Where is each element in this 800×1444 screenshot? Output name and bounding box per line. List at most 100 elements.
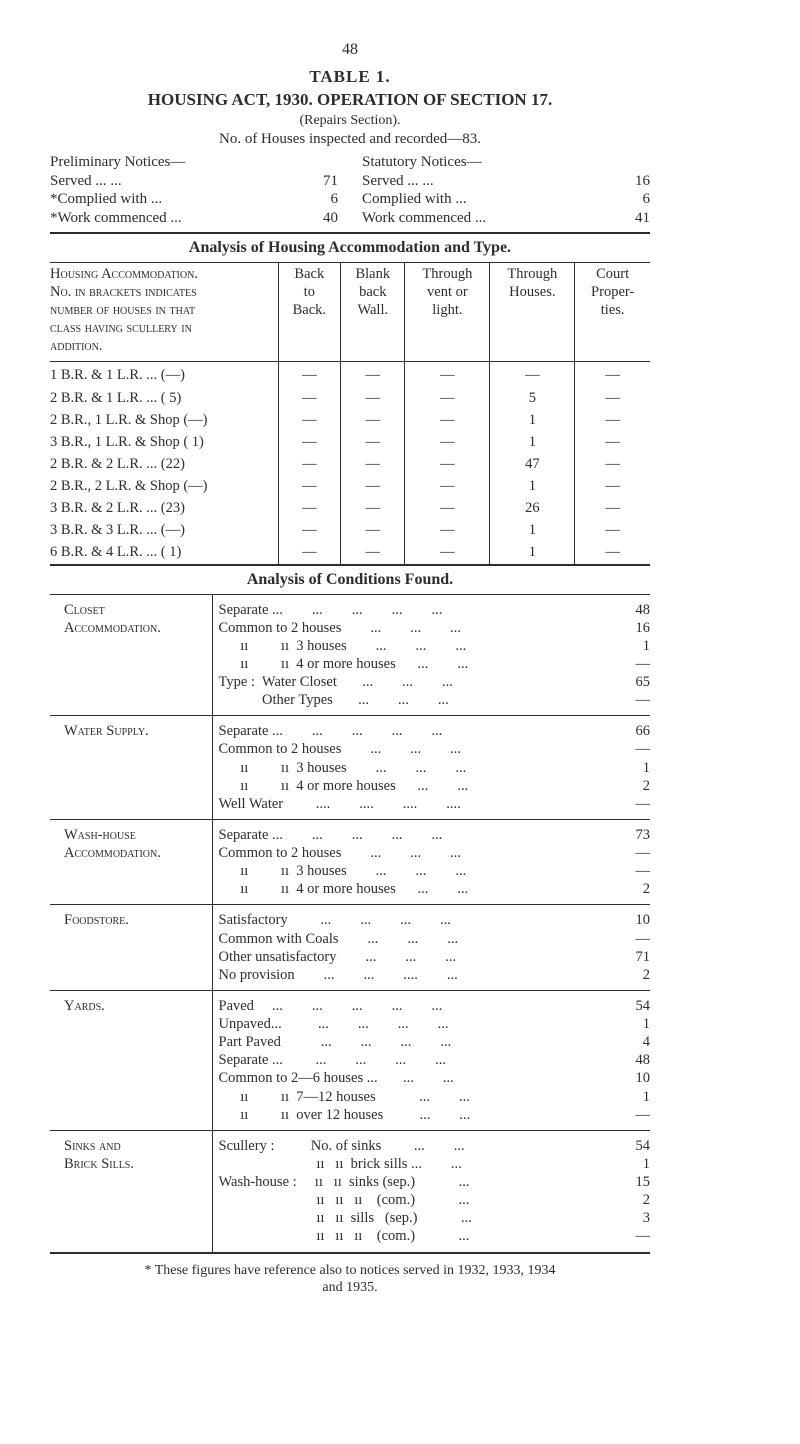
acc-cell: —	[341, 387, 405, 409]
cond-line-value: 2	[610, 777, 650, 795]
acc-cell: 2 B.R. & 1 L.R. ... ( 5)	[50, 387, 278, 409]
acc-hdr-4: Through Houses.	[490, 263, 575, 362]
acc-cell: 2 B.R., 1 L.R. & Shop (—)	[50, 409, 278, 431]
acc-cell: —	[405, 387, 490, 409]
stat-row-val: 41	[610, 209, 650, 228]
acc-cell: —	[405, 519, 490, 541]
stat-row-label: Complied with ...	[362, 190, 610, 209]
acc-cell: 3 B.R., 1 L.R. & Shop ( 1)	[50, 431, 278, 453]
cond-line-value: —	[610, 862, 650, 880]
acc-cell: 6 B.R. & 4 L.R. ... ( 1)	[50, 541, 278, 563]
acc-cell: —	[278, 475, 341, 497]
acc-cell: 3 B.R. & 2 L.R. ... (23)	[50, 497, 278, 519]
acc-cell: —	[341, 362, 405, 387]
prelim-row-val: 71	[298, 172, 338, 191]
acc-cell: —	[575, 409, 650, 431]
cond-label: Sinks and Brick Sills.	[50, 1130, 212, 1251]
acc-cell: 1	[490, 431, 575, 453]
cond-line-value: 1	[610, 1155, 650, 1173]
cond-line-value: 54	[610, 1137, 650, 1155]
footnote: * These figures have reference also to n…	[50, 1262, 650, 1297]
cond-line-value: 65	[610, 673, 650, 691]
acc-cell: —	[341, 541, 405, 563]
title-count: No. of Houses inspected and recorded—83.	[50, 130, 650, 149]
cond-line-text: ıı ıı brick sills ... ...	[219, 1155, 611, 1173]
acc-cell: —	[278, 431, 341, 453]
cond-line-value: 1	[610, 759, 650, 777]
prelim-col: Preliminary Notices— Served ... ...71 *C…	[50, 153, 338, 228]
cond-line-text: Part Paved ... ... ... ...	[219, 1033, 611, 1051]
acc-hdr-1: Back to Back.	[278, 263, 341, 362]
cond-line-text: ıı ıı sills (sep.) ...	[219, 1209, 611, 1227]
prelim-row-label: *Complied with ...	[50, 190, 298, 209]
cond-label: Foodstore.	[50, 905, 212, 991]
cond-line-text: ıı ıı over 12 houses ... ...	[219, 1106, 611, 1124]
cond-label: Closet Accommodation.	[50, 595, 212, 716]
acc-cell: —	[575, 541, 650, 563]
cond-line-text: ıı ıı 7—12 houses ... ...	[219, 1088, 611, 1106]
prelim-row-val: 6	[298, 190, 338, 209]
prelim-row-label: Served ... ...	[50, 172, 298, 191]
cond-line-text: No provision ... ... .... ...	[219, 966, 611, 984]
cond-line-value: 54	[610, 997, 650, 1015]
cond-line-value: 48	[610, 1051, 650, 1069]
cond-line-value: 2	[610, 966, 650, 984]
cond-line-text: Common with Coals ... ... ...	[219, 930, 611, 948]
acc-cell: 1	[490, 519, 575, 541]
cond-line-text: ıı ıı 4 or more houses ... ...	[219, 880, 611, 898]
acc-cell: 1	[490, 475, 575, 497]
cond-line-text: Separate ... ... ... ... ...	[219, 722, 611, 740]
acc-cell: 1 B.R. & 1 L.R. ... (—)	[50, 362, 278, 387]
acc-cell: —	[341, 519, 405, 541]
cond-line-value: —	[610, 844, 650, 862]
cond-line-value: 73	[610, 826, 650, 844]
acc-cell: —	[405, 541, 490, 563]
stat-row-val: 16	[610, 172, 650, 191]
acc-cell: 2 B.R. & 2 L.R. ... (22)	[50, 453, 278, 475]
title-sub: (Repairs Section).	[50, 112, 650, 130]
cond-line-value: 1	[610, 1015, 650, 1033]
cond-label: Yards.	[50, 990, 212, 1130]
cond-line-value: 4	[610, 1033, 650, 1051]
title-act: HOUSING ACT, 1930. OPERATION OF SECTION …	[50, 89, 650, 110]
cond-line-text: Separate ... ... ... ... ...	[219, 601, 611, 619]
acc-hdr-0: Housing Accommodation. No. in brackets i…	[50, 263, 278, 362]
acc-cell: 1	[490, 409, 575, 431]
acc-cell: —	[341, 475, 405, 497]
cond-line-text: Other unsatisfactory ... ... ...	[219, 948, 611, 966]
rule	[50, 1252, 650, 1254]
acc-cell: —	[405, 453, 490, 475]
prelim-header: Preliminary Notices—	[50, 153, 338, 172]
cond-lines: Separate ... ... ... ... ...48Common to …	[212, 595, 650, 716]
acc-cell: —	[490, 362, 575, 387]
table-label: TABLE 1.	[50, 66, 650, 87]
acc-cell: —	[575, 475, 650, 497]
acc-cell: —	[405, 431, 490, 453]
cond-lines: Separate ... ... ... ... ...73Common to …	[212, 819, 650, 905]
acc-cell: —	[575, 362, 650, 387]
acc-cell: 3 B.R. & 3 L.R. ... (—)	[50, 519, 278, 541]
acc-cell: 5	[490, 387, 575, 409]
cond-line-value: —	[610, 1106, 650, 1124]
cond-line-text: Type : Water Closet ... ... ...	[219, 673, 611, 691]
acc-cell: —	[278, 541, 341, 563]
acc-cell: —	[341, 497, 405, 519]
acc-cell: —	[575, 453, 650, 475]
acc-hdr-3: Through vent or light.	[405, 263, 490, 362]
cond-line-value: —	[610, 1227, 650, 1245]
stat-header: Statutory Notices—	[362, 153, 650, 172]
acc-cell: —	[405, 362, 490, 387]
cond-line-value: —	[610, 691, 650, 709]
acc-cell: —	[278, 362, 341, 387]
cond-line-text: ıı ıı 3 houses ... ... ...	[219, 759, 611, 777]
cond-label: Wash-house Accommodation.	[50, 819, 212, 905]
cond-line-value: 15	[610, 1173, 650, 1191]
stat-col: Statutory Notices— Served ... ...16 Comp…	[362, 153, 650, 228]
cond-lines: Separate ... ... ... ... ...66Common to …	[212, 716, 650, 820]
acc-cell: 47	[490, 453, 575, 475]
acc-cell: —	[405, 409, 490, 431]
cond-line-value: —	[610, 930, 650, 948]
acc-cell: —	[278, 453, 341, 475]
cond-line-text: Common to 2 houses ... ... ...	[219, 740, 611, 758]
cond-label: Water Supply.	[50, 716, 212, 820]
